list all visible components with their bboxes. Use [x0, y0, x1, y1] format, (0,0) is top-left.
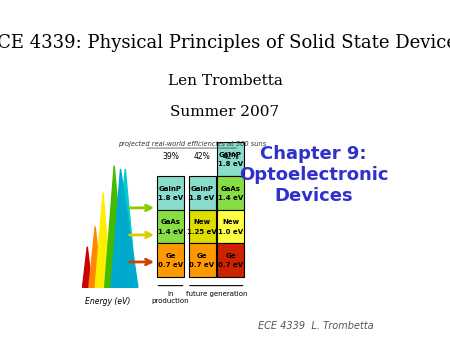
Text: GaInP: GaInP — [190, 186, 214, 192]
Polygon shape — [95, 193, 111, 287]
Text: GaAs: GaAs — [220, 186, 241, 192]
Text: 1.4 eV: 1.4 eV — [158, 228, 183, 235]
Text: 1.8 eV: 1.8 eV — [218, 161, 243, 167]
Text: ECE 4339  L. Trombetta: ECE 4339 L. Trombetta — [258, 321, 374, 331]
Text: ECE 4339: Physical Principles of Solid State Devices: ECE 4339: Physical Principles of Solid S… — [0, 34, 450, 52]
Text: GaAs: GaAs — [160, 219, 180, 225]
FancyBboxPatch shape — [189, 243, 216, 277]
Text: future generation: future generation — [185, 291, 247, 297]
Text: Len Trombetta: Len Trombetta — [167, 74, 283, 88]
FancyBboxPatch shape — [189, 210, 216, 243]
Polygon shape — [105, 166, 125, 287]
FancyBboxPatch shape — [157, 176, 184, 210]
Text: GaInP: GaInP — [219, 152, 242, 158]
FancyBboxPatch shape — [157, 243, 184, 277]
Text: 1.0 eV: 1.0 eV — [218, 228, 243, 235]
Text: 39%: 39% — [162, 151, 179, 161]
FancyBboxPatch shape — [217, 243, 244, 277]
Text: in
production: in production — [152, 291, 189, 304]
Text: Summer 2007: Summer 2007 — [171, 105, 279, 119]
Text: 1.8 eV: 1.8 eV — [189, 195, 215, 201]
Text: Ge: Ge — [225, 253, 236, 259]
Text: projected real-world efficiencies at 500 suns: projected real-world efficiencies at 500… — [117, 141, 266, 147]
Text: Ge: Ge — [165, 253, 176, 259]
Polygon shape — [89, 226, 102, 287]
FancyBboxPatch shape — [217, 176, 244, 210]
Text: 1.25 eV: 1.25 eV — [187, 228, 217, 235]
Polygon shape — [82, 247, 92, 287]
Text: GaInP: GaInP — [159, 186, 182, 192]
Text: 0.7 eV: 0.7 eV — [158, 262, 183, 268]
FancyBboxPatch shape — [189, 176, 216, 210]
FancyBboxPatch shape — [157, 210, 184, 243]
Text: 0.7 eV: 0.7 eV — [218, 262, 243, 268]
Polygon shape — [114, 169, 136, 287]
FancyBboxPatch shape — [217, 142, 244, 176]
Text: 42%: 42% — [222, 151, 239, 161]
Text: 42%: 42% — [194, 151, 211, 161]
Polygon shape — [111, 169, 138, 287]
Text: 1.8 eV: 1.8 eV — [158, 195, 183, 201]
Text: 0.7 eV: 0.7 eV — [189, 262, 215, 268]
Text: Ge: Ge — [197, 253, 207, 259]
Text: Energy (eV): Energy (eV) — [85, 297, 130, 307]
Text: Chapter 9:
Optoelectronic
Devices: Chapter 9: Optoelectronic Devices — [239, 145, 388, 205]
Text: 1.4 eV: 1.4 eV — [218, 195, 243, 201]
Text: New: New — [222, 219, 239, 225]
Text: New: New — [194, 219, 211, 225]
FancyBboxPatch shape — [217, 210, 244, 243]
